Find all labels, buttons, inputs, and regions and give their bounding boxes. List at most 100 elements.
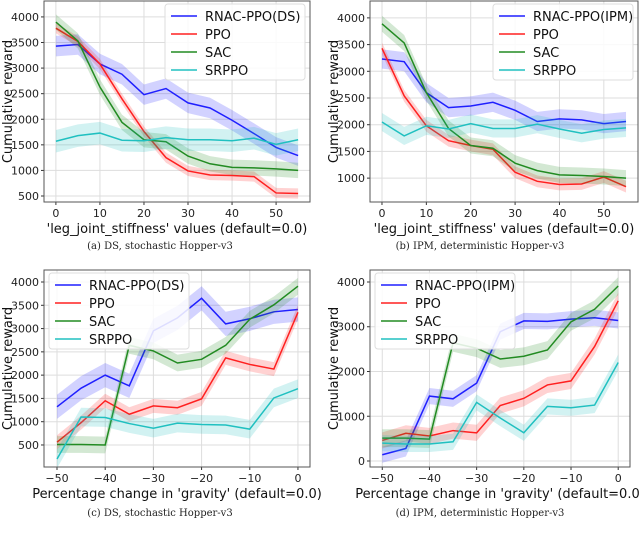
y-tick-label: 3000 bbox=[337, 321, 365, 334]
y-tick-label: 1000 bbox=[11, 416, 39, 429]
axes-frame bbox=[369, 0, 639, 203]
confidence-band-rnac bbox=[381, 49, 627, 134]
y-tick-label: 1000 bbox=[337, 172, 365, 185]
y-tick-label: 3000 bbox=[11, 323, 39, 336]
x-tick-label: −40 bbox=[418, 472, 441, 485]
y-axis-label: Cumulative reward bbox=[1, 40, 16, 163]
subplot-a: 0 10 20 30 40 50 500 1000 1500 2000 2500 3000 3500 40… bbox=[1, 0, 311, 252]
legend-label: SRPPO bbox=[89, 333, 132, 348]
confidence-band-sac bbox=[57, 277, 298, 454]
x-tick-label: 50 bbox=[597, 207, 611, 220]
y-tick-label: 4000 bbox=[11, 276, 39, 289]
axes-frame bbox=[369, 269, 631, 468]
confidence-band-ppo bbox=[57, 305, 298, 450]
x-tick-label: 10 bbox=[419, 207, 433, 220]
confidence-band-srppo bbox=[382, 354, 619, 453]
series-line-srppo bbox=[55, 132, 299, 146]
y-tick-label: 0 bbox=[358, 455, 365, 468]
x-tick-label: 20 bbox=[464, 207, 478, 220]
x-tick-label: −50 bbox=[45, 472, 68, 485]
legend-box bbox=[374, 272, 516, 350]
legend-label: PPO bbox=[533, 28, 559, 43]
y-tick-label: 3500 bbox=[11, 36, 39, 49]
x-tick-label: 30 bbox=[508, 207, 522, 220]
x-tick-label: 0 bbox=[52, 207, 59, 220]
y-tick-label: 4000 bbox=[337, 276, 365, 289]
x-axis-label: Percentage change in 'gravity' (default=… bbox=[355, 487, 640, 502]
legend-label: SRPPO bbox=[415, 333, 458, 348]
x-tick-label: 40 bbox=[552, 207, 566, 220]
legend: RNAC-PPO(DS) PPO SAC SRPPO bbox=[164, 3, 306, 81]
y-tick-label: 2000 bbox=[11, 113, 39, 126]
y-tick-label: 1000 bbox=[11, 164, 39, 177]
y-tick-label: 500 bbox=[18, 190, 39, 203]
subplot-caption: (c) DS, stochastic Hopper-v3 bbox=[87, 508, 232, 519]
subplot-caption: (b) IPM, deterministic Hopper-v3 bbox=[396, 241, 565, 252]
y-tick-label: 3000 bbox=[11, 62, 39, 75]
y-tick-label: 2000 bbox=[337, 365, 365, 378]
y-axis-label: Cumulative reward bbox=[327, 307, 342, 430]
y-tick-label: 2000 bbox=[337, 119, 365, 132]
legend-label: RNAC-PPO(IPM) bbox=[415, 279, 515, 294]
x-tick-label: −10 bbox=[559, 472, 582, 485]
x-tick-label: 0 bbox=[378, 207, 385, 220]
series-line-srppo bbox=[381, 121, 627, 137]
legend-box bbox=[48, 272, 190, 350]
x-axis-label: 'leg_joint_stiffness' values (default=0.… bbox=[374, 222, 635, 237]
legend-box bbox=[492, 3, 634, 81]
x-tick-label: −20 bbox=[190, 472, 213, 485]
x-axis-label: 'leg_joint_stiffness' values (default=0.… bbox=[47, 222, 308, 237]
y-tick-label: 1500 bbox=[337, 145, 365, 158]
subplot-b: 0 10 20 30 40 50 1000 1500 2000 2500 3000 3500 4000 '… bbox=[327, 0, 639, 252]
x-tick-label: 20 bbox=[137, 207, 151, 220]
legend-label: PPO bbox=[205, 28, 231, 43]
subplot-c: −50 −40 −30 −20 −10 0 500 1000 1500 2000 2500 3000 3… bbox=[1, 269, 322, 519]
x-tick-label: 40 bbox=[225, 207, 239, 220]
x-tick-label: −10 bbox=[238, 472, 261, 485]
legend-label: RNAC-PPO(IPM) bbox=[533, 10, 633, 25]
y-tick-label: 1500 bbox=[11, 392, 39, 405]
legend: RNAC-PPO(IPM) PPO SAC SRPPO bbox=[374, 272, 516, 350]
x-tick-label: 0 bbox=[294, 472, 301, 485]
subplot-d: −50 −40 −30 −20 −10 0 0 1000 2000 3000 4000 Percent… bbox=[327, 269, 640, 519]
y-axis-label: Cumulative reward bbox=[1, 307, 16, 430]
legend-label: SAC bbox=[89, 315, 115, 330]
legend-label: SAC bbox=[415, 315, 441, 330]
series-line-ppo bbox=[381, 48, 627, 188]
confidence-band-rnac bbox=[55, 34, 299, 166]
axes-frame bbox=[43, 0, 311, 203]
confidence-band-sac bbox=[55, 14, 299, 179]
x-tick-label: −50 bbox=[371, 472, 394, 485]
x-tick-label: −40 bbox=[94, 472, 117, 485]
y-tick-label: 2500 bbox=[11, 346, 39, 359]
y-tick-label: 2500 bbox=[337, 92, 365, 105]
y-tick-label: 1500 bbox=[11, 139, 39, 152]
legend-label: RNAC-PPO(DS) bbox=[89, 279, 185, 294]
legend-box bbox=[164, 3, 306, 81]
series-line-ppo bbox=[55, 27, 299, 195]
legend-label: SRPPO bbox=[533, 64, 576, 79]
legend-label: PPO bbox=[415, 297, 441, 312]
series-line-rnac bbox=[381, 58, 627, 125]
legend-label: PPO bbox=[89, 297, 115, 312]
legend-label: SAC bbox=[533, 46, 559, 61]
y-tick-label: 4000 bbox=[11, 11, 39, 24]
y-tick-label: 3500 bbox=[337, 39, 365, 52]
subplot-caption: (d) IPM, deterministic Hopper-v3 bbox=[396, 508, 565, 519]
legend-label: RNAC-PPO(DS) bbox=[205, 10, 301, 25]
legend-label: SAC bbox=[205, 46, 231, 61]
y-tick-label: 500 bbox=[18, 439, 39, 452]
axes-frame bbox=[43, 269, 311, 468]
x-tick-label: 50 bbox=[269, 207, 283, 220]
x-tick-label: −30 bbox=[142, 472, 165, 485]
x-tick-label: −20 bbox=[512, 472, 535, 485]
confidence-band-sac bbox=[382, 277, 619, 449]
series-line-sac bbox=[55, 21, 299, 172]
x-tick-label: 10 bbox=[93, 207, 107, 220]
x-axis-label: Percentage change in 'gravity' (default=… bbox=[32, 487, 322, 502]
subplot-caption: (a) DS, stochastic Hopper-v3 bbox=[87, 241, 233, 252]
y-tick-label: 3500 bbox=[11, 299, 39, 312]
y-axis-label: Cumulative reward bbox=[327, 40, 342, 163]
y-tick-label: 2500 bbox=[11, 88, 39, 101]
legend: RNAC-PPO(IPM) PPO SAC SRPPO bbox=[492, 3, 634, 81]
